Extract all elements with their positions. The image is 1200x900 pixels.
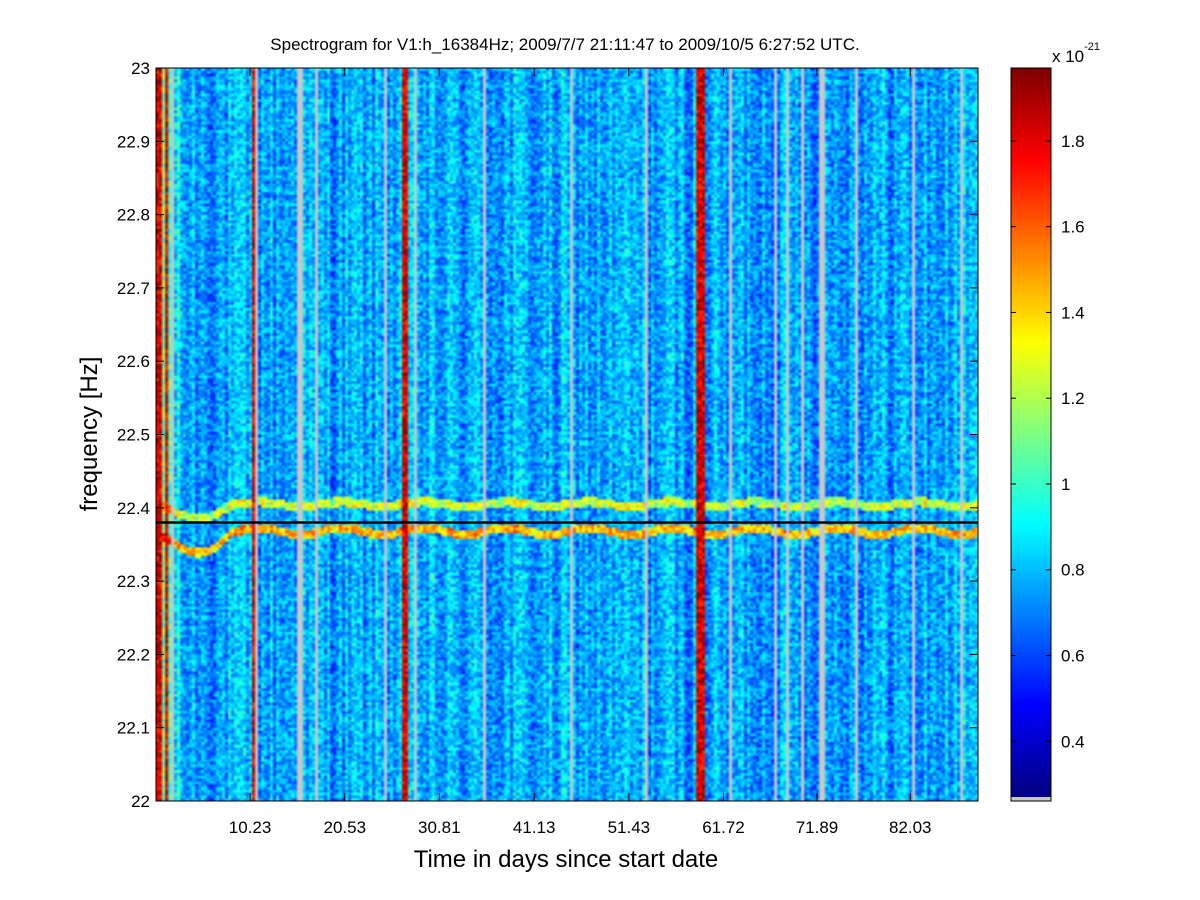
colorbar-multiplier-base: x 10: [1052, 47, 1084, 66]
y-axis-ticks: 22 22.1 22.2 22.3 22.4 22.5 22.6 22.7 22.8 22.9 23: [117, 59, 978, 811]
colorbar-multiplier-exponent: -21: [1084, 41, 1100, 53]
y-tick-label: 22.3: [117, 572, 150, 591]
colorbar-frame: [1010, 67, 1052, 802]
x-tick-label: 30.81: [418, 818, 461, 837]
y-tick-label: 22.4: [117, 499, 150, 518]
colorbar-gap-swatch: [1011, 797, 1051, 801]
y-tick-label: 22: [131, 792, 150, 811]
x-axis-ticks: 10.23 20.53 30.81 41.13 51.43 61.72 71.89 82.03: [229, 68, 932, 837]
spectrogram-plot: 10.23 20.53 30.81 41.13 51.43 61.72 71.89 82.03…: [117, 59, 979, 837]
x-tick-label: 41.13: [513, 818, 556, 837]
colorbar-tick-label: 1.8: [1061, 132, 1085, 151]
colorbar: 0.4 0.6 0.8 1 1.2 1.4 1.6 1.8 x 10-21: [1010, 41, 1100, 802]
y-tick-label: 22.8: [117, 206, 150, 225]
y-tick-label: 22.1: [117, 719, 150, 738]
colorbar-tick-label: 0.4: [1061, 732, 1085, 751]
colorbar-gradient: [1011, 68, 1051, 797]
y-tick-label: 22.2: [117, 645, 150, 664]
y-tick-label: 22.9: [117, 132, 150, 151]
x-tick-label: 71.89: [796, 818, 839, 837]
colorbar-tick-label: 1.4: [1061, 303, 1085, 322]
colorbar-tick-label: 0.8: [1061, 561, 1085, 580]
x-tick-label: 10.23: [229, 818, 272, 837]
colorbar-tick-label: 0.6: [1061, 646, 1085, 665]
colorbar-tick-label: 1.6: [1061, 218, 1085, 237]
colorbar-tick-label: 1: [1061, 475, 1070, 494]
colorbar-multiplier: x 10-21: [1052, 41, 1100, 66]
x-tick-label: 51.43: [608, 818, 651, 837]
y-axis-label: frequency [Hz]: [76, 357, 103, 512]
x-axis-label: Time in days since start date: [414, 846, 719, 873]
y-tick-label: 22.6: [117, 352, 150, 371]
x-tick-label: 82.03: [889, 818, 932, 837]
y-tick-label: 23: [131, 59, 150, 78]
colorbar-ticks: 0.4 0.6 0.8 1 1.2 1.4 1.6 1.8: [1011, 132, 1085, 751]
spectrogram-heatmap: [156, 68, 978, 801]
x-tick-label: 20.53: [323, 818, 366, 837]
x-tick-label: 61.72: [702, 818, 745, 837]
y-tick-label: 22.7: [117, 279, 150, 298]
y-tick-label: 22.5: [117, 426, 150, 445]
chart-title: Spectrogram for V1:h_16384Hz; 2009/7/7 2…: [270, 35, 859, 54]
colorbar-tick-label: 1.2: [1061, 389, 1085, 408]
